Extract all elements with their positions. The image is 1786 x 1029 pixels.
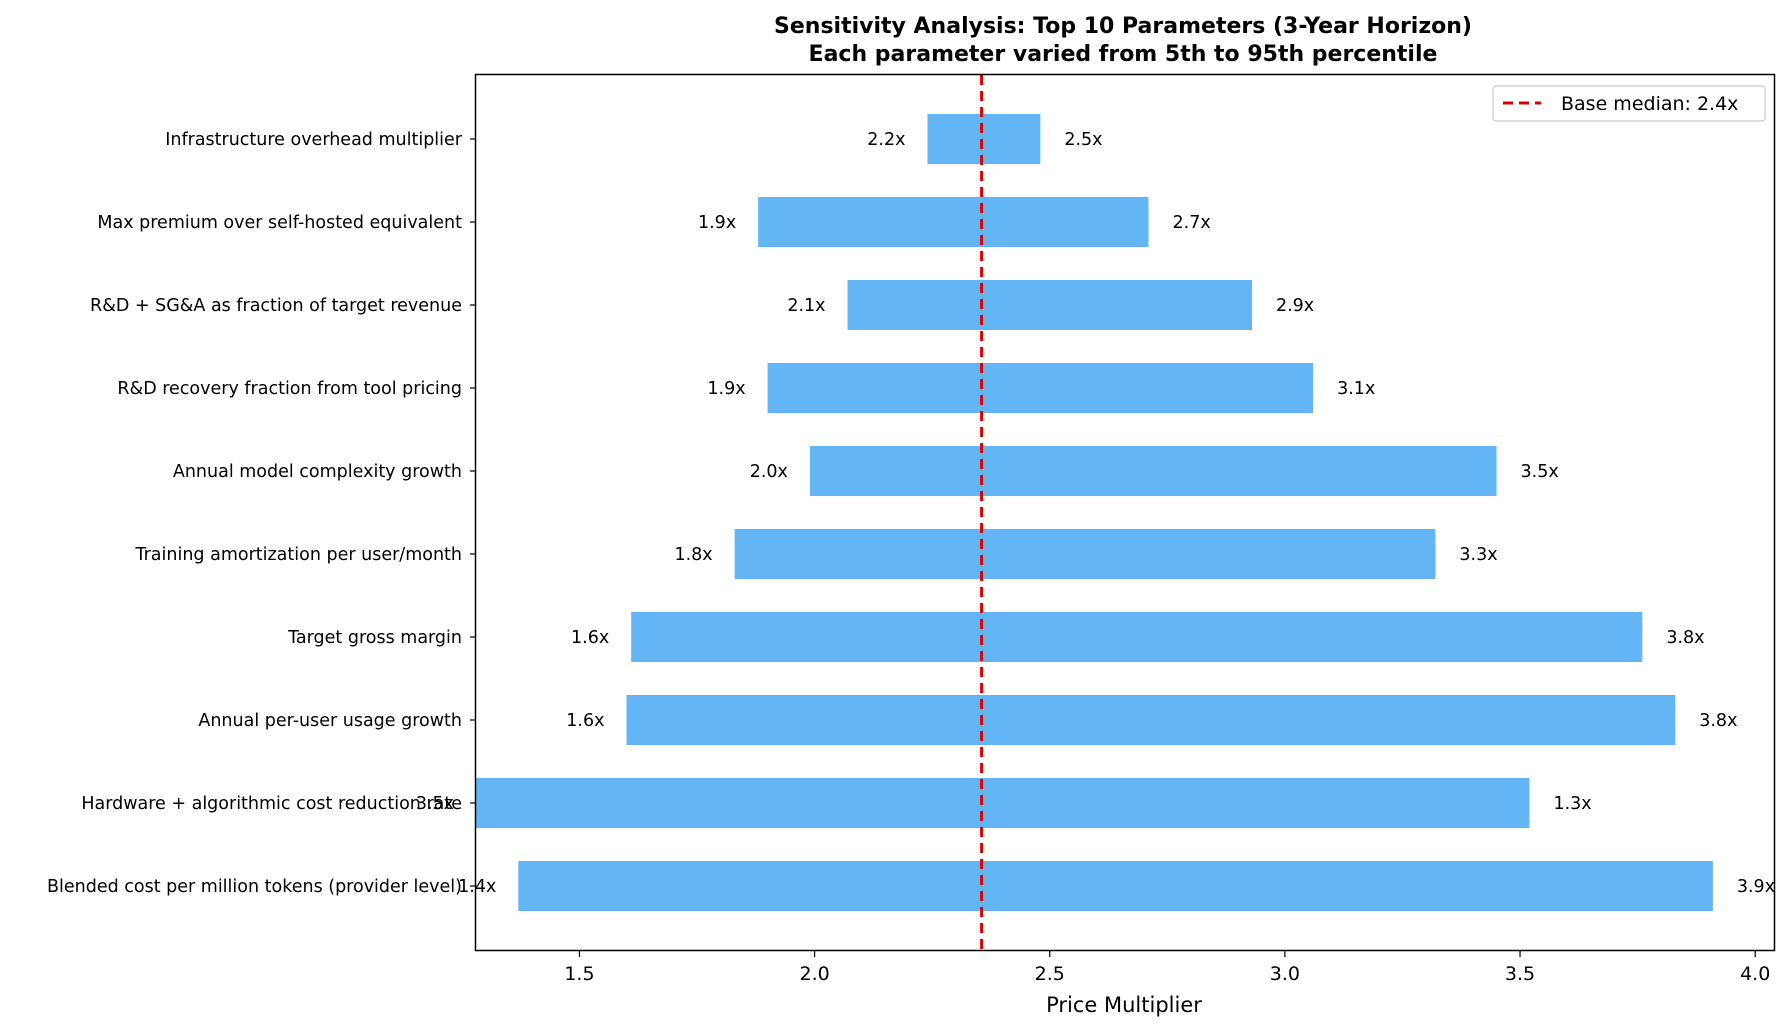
bar-high-label: 3.3x bbox=[1459, 545, 1497, 565]
y-tick-labels: Infrastructure overhead multiplier Max pr… bbox=[47, 130, 476, 897]
x-tick-label: 3.5 bbox=[1505, 963, 1535, 985]
bar-high-label: 2.9x bbox=[1276, 296, 1314, 316]
y-tick-label: R&D + SG&A as fraction of target revenue bbox=[90, 296, 462, 316]
y-tick-label: Annual per-user usage growth bbox=[198, 711, 462, 731]
bar-high-label: 3.9x bbox=[1737, 877, 1775, 897]
legend: Base median: 2.4x bbox=[1492, 85, 1766, 122]
x-tick-label: 2.0 bbox=[799, 963, 829, 985]
bar-low-label: 1.4x bbox=[458, 877, 496, 897]
legend-label: Base median: 2.4x bbox=[1561, 93, 1738, 115]
y-tick-label: Blended cost per million tokens (provide… bbox=[47, 877, 462, 897]
bar-high-label: 2.7x bbox=[1173, 213, 1211, 233]
bar-8 bbox=[626, 695, 1676, 745]
bar-high-label: 2.5x bbox=[1064, 130, 1102, 150]
bar-low-label: 1.6x bbox=[566, 711, 604, 731]
y-tick-label: Infrastructure overhead multiplier bbox=[165, 130, 463, 150]
chart-subtitle: Each parameter varied from 5th to 95th p… bbox=[809, 42, 1438, 67]
bar-low-label: 3.5x bbox=[416, 794, 454, 814]
bar-high-label: 3.8x bbox=[1699, 711, 1737, 731]
x-tick-label: 3.0 bbox=[1270, 963, 1300, 985]
bar-1 bbox=[927, 114, 1041, 164]
bar-6 bbox=[734, 529, 1436, 579]
bar-high-label: 3.1x bbox=[1337, 379, 1375, 399]
y-tick-label: Annual model complexity growth bbox=[173, 462, 462, 482]
bar-high-label: 1.3x bbox=[1553, 794, 1591, 814]
chart-title: Sensitivity Analysis: Top 10 Parameters … bbox=[774, 14, 1472, 39]
y-tick-label: Target gross margin bbox=[287, 628, 462, 648]
x-axis-label: Price Multiplier bbox=[1046, 993, 1202, 1017]
bar-2 bbox=[758, 197, 1149, 247]
bars-layer bbox=[476, 114, 1713, 911]
bar-low-label: 2.0x bbox=[750, 462, 788, 482]
x-tick-label: 1.5 bbox=[564, 963, 594, 985]
bar-low-label: 1.8x bbox=[674, 545, 712, 565]
labels-layer: 2.2x 2.5x 1.9x 2.7x 2.1x 2.9x 1.9x 3.1x 2.0x 3.5x… bbox=[416, 130, 1775, 897]
bar-7 bbox=[631, 612, 1643, 662]
x-tick-label: 4.0 bbox=[1740, 963, 1770, 985]
y-tick-label: R&D recovery fraction from tool pricing bbox=[117, 379, 462, 399]
bar-3 bbox=[847, 280, 1252, 330]
bar-low-label: 1.9x bbox=[707, 379, 745, 399]
bar-high-label: 3.8x bbox=[1666, 628, 1704, 648]
y-tick-label: Max premium over self-hosted equivalent bbox=[97, 213, 462, 233]
bar-low-label: 2.2x bbox=[867, 130, 905, 150]
bar-low-label: 2.1x bbox=[787, 296, 825, 316]
bar-5 bbox=[809, 446, 1497, 496]
bar-4 bbox=[767, 363, 1314, 413]
y-tick-label: Hardware + algorithmic cost reduction ra… bbox=[81, 794, 462, 814]
plot-frame bbox=[474, 73, 1776, 952]
bar-low-label: 1.6x bbox=[571, 628, 609, 648]
bar-10 bbox=[518, 861, 1713, 911]
bar-9 bbox=[476, 778, 1530, 828]
x-tick-label: 2.5 bbox=[1035, 963, 1065, 985]
y-tick-label: Training amortization per user/month bbox=[134, 545, 462, 565]
legend-box bbox=[1492, 85, 1766, 122]
bar-high-label: 3.5x bbox=[1521, 462, 1559, 482]
x-axis: 1.5 2.0 2.5 3.0 3.5 4.0 bbox=[564, 950, 1770, 985]
bar-low-label: 1.9x bbox=[698, 213, 736, 233]
